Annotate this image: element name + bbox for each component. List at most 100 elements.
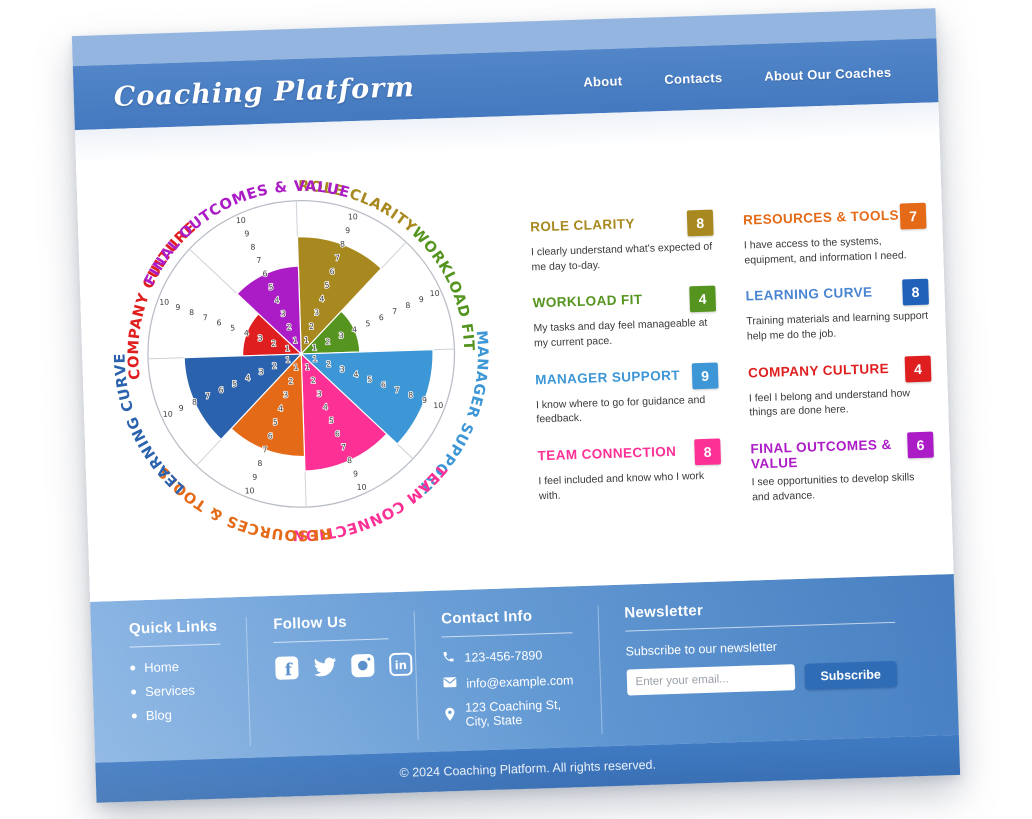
quick-links-list: Home Services Blog [130, 658, 223, 724]
wheel-tick-label: 7 [203, 313, 208, 322]
wheel-tick-label: 9 [175, 303, 180, 312]
wheel-chart-container: 1 2 3 4 5 6 7 8 9 10 1 2 3 4 5 6 7 8 9 10 1 2 3 4 5 6 7 8 9 10 1 2 3 4 5 6 7… [90, 142, 513, 565]
wheel-tick-label: 4 [352, 325, 357, 334]
contact-text: 123 Coaching St, City, State [464, 697, 562, 729]
legend-panel: ROLE CLARITY 8 I clearly understand what's… [530, 202, 936, 529]
wheel-tick-label: 1 [304, 336, 309, 345]
wheel-tick-label: 10 [356, 483, 366, 492]
wheel-tick-label: 5 [273, 418, 278, 427]
wheel-tick-label: 3 [283, 390, 288, 399]
site-logo[interactable]: Coaching Platform [113, 71, 416, 113]
wheel-sector-learning-curve [183, 353, 303, 441]
quick-link-anchor-home[interactable]: Home [144, 659, 180, 676]
wheel-tick-label: 7 [341, 443, 346, 452]
wheel-tick-label: 3 [314, 308, 319, 317]
location-icon [444, 707, 457, 724]
legend-item-description: My tasks and day feel manageable at my c… [533, 317, 708, 350]
legend-item-learning-curve: LEARNING CURVE 8 Training materials and le… [745, 279, 930, 344]
score-badge: 9 [691, 362, 719, 390]
bullet-dot [130, 689, 137, 695]
subscribe-button[interactable]: Subscribe [804, 660, 898, 690]
legend-item-company-culture: COMPANY CULTURE 4 I feel I belong and unde… [748, 355, 933, 420]
wheel-tick-label: 8 [408, 391, 413, 400]
wheel-tick-label: 3 [340, 365, 345, 374]
wheel-tick-label: 2 [309, 322, 314, 331]
wheel-tick-label: 2 [272, 361, 277, 370]
footer-follow-us: Follow Us f in [246, 611, 419, 746]
twitter-icon[interactable] [312, 654, 338, 680]
contact-row-email: info@example.com [443, 672, 574, 691]
wheel-tick-label: 10 [348, 212, 358, 221]
wheel-tick-label: 9 [419, 295, 424, 304]
wheel-tick-label: 8 [257, 459, 262, 468]
nav-link-about-our-coaches[interactable]: About Our Coaches [764, 64, 892, 84]
main-content: 1 2 3 4 5 6 7 8 9 10 1 2 3 4 5 6 7 8 9 10 1 2 3 4 5 6 7 8 9 10 1 2 3 4 5 6 7… [74, 102, 954, 602]
legend-item-description: I have access to the systems, equipment,… [743, 235, 907, 267]
legend-item-title: ROLE CLARITY [530, 216, 635, 235]
social-icons: f in [274, 652, 413, 681]
legend-item-workload-fit: WORKLOAD FIT 4 My tasks and day feel manag… [532, 285, 717, 351]
quick-link-anchor-blog[interactable]: Blog [145, 707, 173, 724]
wheel-tick-label: 4 [353, 370, 358, 379]
contact-text: info@example.com [466, 672, 574, 691]
quick-link-anchor-services[interactable]: Services [144, 682, 196, 700]
nav-link-contacts[interactable]: Contacts [664, 69, 723, 87]
wheel-tick-label: 4 [323, 403, 328, 412]
linkedin-icon[interactable]: in [388, 651, 414, 677]
wheel-tick-label: 1 [312, 354, 317, 363]
nav-link-about[interactable]: About [583, 72, 623, 90]
wheel-tick-label: 8 [405, 301, 410, 310]
wheel-tick-label: 1 [285, 344, 290, 353]
wheel-tick-label: 6 [216, 318, 221, 327]
wheel-tick-label: 7 [256, 256, 261, 265]
copyright-text: © 2024 Coaching Platform. All rights res… [399, 757, 657, 780]
footer: Quick Links Home Services Blog Follow Us f… [90, 573, 959, 763]
wheel-tick-label: 8 [340, 240, 345, 249]
wheel-tick-label: 6 [381, 380, 386, 389]
wheel-tick-label: 3 [339, 331, 344, 340]
wheel-tick-label: 10 [433, 401, 443, 410]
legend-column-left: ROLE CLARITY 8 I clearly understand what's… [530, 209, 723, 529]
wheel-tick-label: 9 [345, 226, 350, 235]
score-badge: 7 [899, 202, 927, 230]
wheel-tick-label: 6 [379, 313, 384, 322]
newsletter-title: Newsletter [624, 595, 896, 632]
instagram-icon[interactable] [350, 653, 376, 679]
wheel-tick-label: 6 [262, 269, 267, 278]
wheel-tick-label: 10 [159, 298, 169, 307]
wheel-tick-label: 10 [244, 486, 254, 495]
wheel-tick-label: 1 [312, 343, 317, 352]
footer-contact-info: Contact Info 123-456-7890 info@example.co… [413, 605, 602, 741]
email-input[interactable] [626, 664, 795, 696]
wheel-tick-label: 3 [259, 367, 264, 376]
email-icon [443, 676, 457, 691]
wheel-tick-label: 7 [392, 307, 397, 316]
legend-column-right: RESOURCES & TOOLS 7 I have access to the s… [742, 202, 936, 522]
legend-item-description: I feel I belong and understand how thing… [748, 387, 911, 419]
wheel-tick-label: 7 [395, 385, 400, 394]
legend-item-description: I feel included and know who I work with… [538, 470, 705, 503]
legend-item-role-clarity: ROLE CLARITY 8 I clearly understand what's… [530, 209, 715, 275]
facebook-icon[interactable]: f [274, 655, 300, 681]
legend-item-title: WORKLOAD FIT [532, 292, 643, 311]
legend-item-description: I see opportunities to develop skills an… [751, 471, 915, 504]
wheel-tick-label: 6 [330, 267, 335, 276]
legend-item-manager-support: MANAGER SUPPORT 9 I know where to go for g… [535, 362, 720, 427]
legend-item-title: RESOURCES & TOOLS [742, 207, 900, 228]
wheel-tick-label: 5 [268, 283, 273, 292]
wheel-tick-label: 5 [324, 281, 329, 290]
wheel-tick-label: 5 [329, 416, 334, 425]
wheel-sector-team-connection [300, 352, 388, 472]
wheel-tick-label: 2 [311, 376, 316, 385]
bullet-dot [131, 713, 137, 719]
wheel-tick-label: 9 [179, 404, 184, 413]
follow-us-title: Follow Us [273, 612, 389, 643]
quick-link-blog: Blog [131, 706, 224, 724]
wheel-tick-label: 8 [347, 456, 352, 465]
wheel-sector-resources-tools [230, 352, 306, 457]
wheel-tick-label: 3 [317, 389, 322, 398]
